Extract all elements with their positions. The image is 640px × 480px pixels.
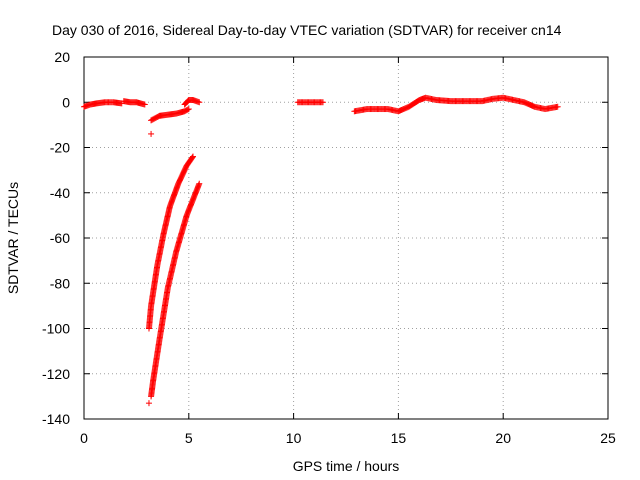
data-point bbox=[554, 103, 561, 110]
y-tick-label: -100 bbox=[42, 321, 70, 337]
y-tick-label: -140 bbox=[42, 411, 70, 427]
data-point bbox=[319, 99, 326, 106]
y-tick-label: 0 bbox=[62, 94, 70, 110]
x-tick-label: 10 bbox=[286, 430, 302, 446]
data-point bbox=[196, 99, 203, 106]
x-tick-labels: 0 5 10 15 20 25 bbox=[80, 430, 616, 446]
x-tick-label: 0 bbox=[80, 430, 88, 446]
data-point bbox=[148, 130, 155, 137]
grid-layer bbox=[84, 57, 608, 419]
data-point bbox=[189, 153, 196, 160]
x-tick-label: 5 bbox=[185, 430, 193, 446]
y-tick-label: -120 bbox=[42, 366, 70, 382]
x-tick-label: 20 bbox=[495, 430, 511, 446]
y-tick-label: -60 bbox=[50, 230, 70, 246]
y-tick-label: 20 bbox=[54, 49, 70, 65]
data-point bbox=[184, 106, 191, 113]
y-tick-label: -20 bbox=[50, 140, 70, 156]
y-axis-label: SDTVAR / TECUs bbox=[5, 182, 21, 294]
data-point bbox=[145, 400, 152, 407]
data-point bbox=[141, 101, 148, 108]
y-tick-label: -80 bbox=[50, 275, 70, 291]
plot-frame bbox=[83, 56, 609, 420]
data-point bbox=[185, 106, 192, 113]
data-point bbox=[189, 154, 196, 161]
data-points bbox=[81, 94, 561, 407]
y-tick-labels: 20 0 -20 -40 -60 -80 -100 -120 -140 bbox=[42, 49, 70, 427]
x-tick-label: 15 bbox=[391, 430, 407, 446]
x-tick-label: 25 bbox=[600, 430, 616, 446]
data-point bbox=[196, 180, 203, 187]
chart-title: Day 030 of 2016, Sidereal Day-to-day VTE… bbox=[52, 22, 562, 38]
x-axis-label: GPS time / hours bbox=[293, 458, 400, 474]
y-tick-label: -40 bbox=[50, 185, 70, 201]
